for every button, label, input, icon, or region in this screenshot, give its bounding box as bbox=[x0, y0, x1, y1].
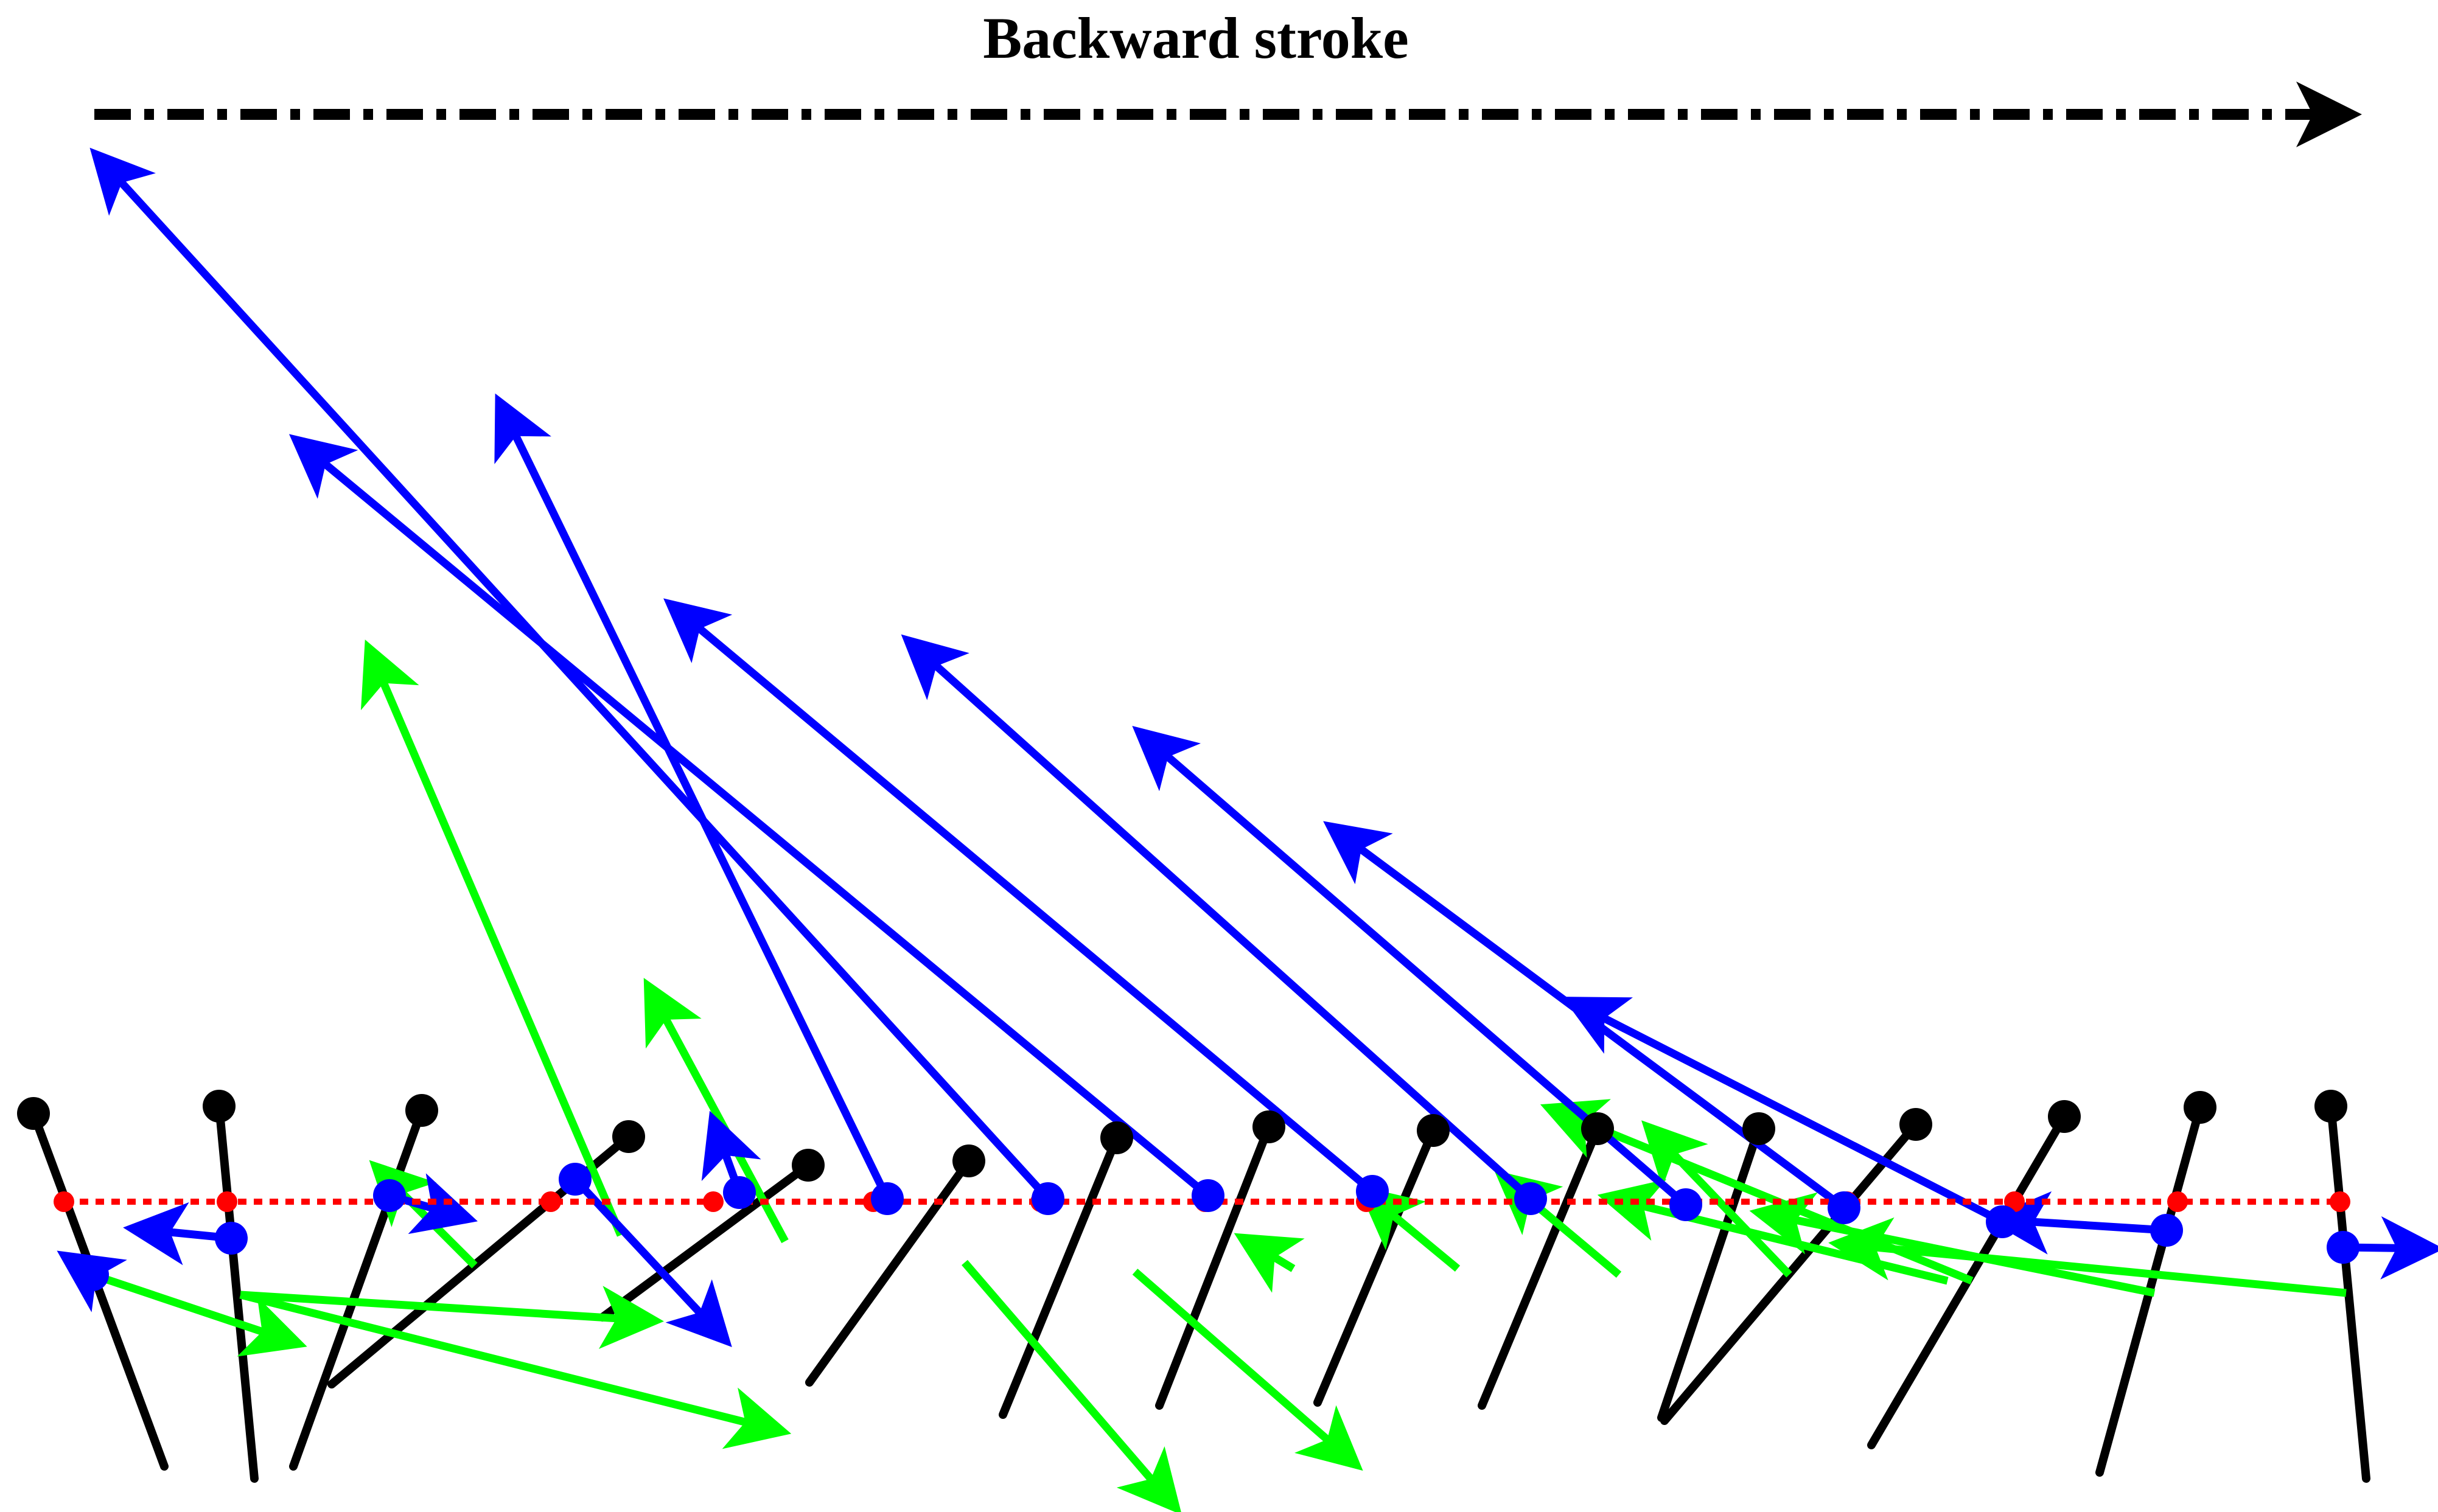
green-arrow-15 bbox=[1357, 1185, 1461, 1272]
red-dot-14 bbox=[2167, 1191, 2188, 1212]
blue-joint-dot-6 bbox=[871, 1182, 904, 1215]
black-tip-dot-12 bbox=[1899, 1108, 1932, 1141]
red-dot-2 bbox=[217, 1191, 237, 1212]
blue-joint-dots bbox=[76, 1163, 2359, 1291]
rod-lines bbox=[29, 1102, 2370, 1483]
blue-joint-dot-3 bbox=[373, 1179, 406, 1212]
black-tip-dot-10 bbox=[1581, 1112, 1614, 1145]
blue-arrow-4 bbox=[663, 598, 1375, 1194]
black-tip-dot-11 bbox=[1742, 1112, 1775, 1145]
black-tip-dot-14 bbox=[2184, 1091, 2216, 1124]
black-tip-dot-2 bbox=[203, 1090, 236, 1123]
blue-arrow-2 bbox=[288, 434, 1211, 1199]
black-tip-dot-13 bbox=[2048, 1100, 2081, 1133]
blue-joint-dot-9 bbox=[1356, 1175, 1389, 1208]
rod-line-9 bbox=[1313, 1126, 1437, 1407]
green-arrow-1 bbox=[360, 639, 624, 1237]
blue-joint-dot-7 bbox=[1032, 1182, 1064, 1215]
black-tip-dot-7 bbox=[1100, 1121, 1133, 1154]
blue-joint-dot-1 bbox=[76, 1258, 109, 1291]
blue-arrow-1 bbox=[89, 147, 1051, 1202]
black-tip-dot-6 bbox=[952, 1144, 985, 1177]
green-velocity-arrows bbox=[91, 639, 2347, 1512]
blue-joint-dot-13 bbox=[1986, 1205, 2019, 1238]
red-dot-15 bbox=[2330, 1191, 2350, 1212]
black-tip-dot-15 bbox=[2314, 1090, 2347, 1123]
blue-joint-dot-11 bbox=[1669, 1188, 1702, 1221]
blue-joint-dot-5 bbox=[723, 1176, 756, 1209]
blue-joint-dot-12 bbox=[1828, 1191, 1860, 1224]
blue-arrow-14 bbox=[1986, 1191, 2167, 1255]
rod-line-11 bbox=[1657, 1124, 1763, 1422]
rod-line-3 bbox=[289, 1106, 426, 1471]
blue-joint-dot-10 bbox=[1514, 1182, 1547, 1215]
blue-arrow-5 bbox=[901, 634, 1534, 1202]
blue-arrow-8 bbox=[1562, 997, 2004, 1225]
red-dot-5 bbox=[703, 1191, 724, 1212]
red-dot-13 bbox=[2004, 1191, 2025, 1212]
black-tip-dot-8 bbox=[1252, 1110, 1285, 1143]
green-arrow-10 bbox=[962, 1259, 1182, 1512]
blue-joint-dot-4 bbox=[559, 1163, 592, 1196]
black-tip-dot-4 bbox=[612, 1120, 645, 1153]
black-tip-dot-3 bbox=[405, 1094, 438, 1127]
green-arrow-6 bbox=[1828, 1217, 2347, 1297]
blue-joint-dot-2 bbox=[215, 1222, 248, 1255]
black-tip-dot-5 bbox=[792, 1149, 825, 1182]
green-arrow-8 bbox=[239, 1291, 792, 1449]
green-arrow-16 bbox=[1234, 1233, 1305, 1293]
rod-line-7 bbox=[999, 1134, 1121, 1419]
blue-joint-dot-8 bbox=[1192, 1179, 1224, 1212]
black-tip-dot-9 bbox=[1417, 1114, 1450, 1147]
rod-line-8 bbox=[1155, 1123, 1273, 1410]
red-dot-1 bbox=[54, 1191, 74, 1212]
red-dot-4 bbox=[540, 1191, 561, 1212]
black-tip-dot-1 bbox=[17, 1097, 50, 1130]
green-arrow-9 bbox=[240, 1286, 664, 1350]
black-tip-dots bbox=[17, 1090, 2347, 1182]
blue-arrow-13 bbox=[572, 1176, 732, 1348]
green-arrow-7 bbox=[91, 1270, 307, 1357]
rod-line-15 bbox=[2327, 1102, 2370, 1483]
diagram-title: Backward stroke bbox=[983, 5, 1409, 71]
rod-line-2 bbox=[215, 1102, 259, 1483]
green-arrow-13 bbox=[1597, 1179, 1949, 1285]
blue-arrow-3 bbox=[494, 393, 891, 1200]
green-arrow-11 bbox=[1132, 1269, 1363, 1471]
blue-joint-dot-14 bbox=[2150, 1214, 2183, 1247]
rod-line-6 bbox=[805, 1157, 973, 1387]
blue-joint-dot-15 bbox=[2327, 1231, 2359, 1264]
rod-line-10 bbox=[1478, 1124, 1602, 1410]
blue-velocity-arrows bbox=[57, 147, 2438, 1348]
